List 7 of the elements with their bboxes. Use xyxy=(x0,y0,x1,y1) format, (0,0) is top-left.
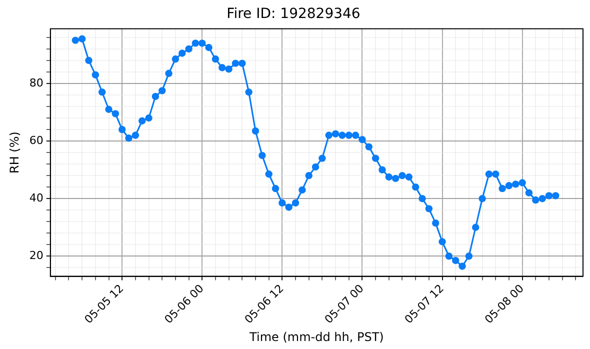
x-axis-title: Time (mm-dd hh, PST) xyxy=(248,330,384,344)
y-tick-label: 20 xyxy=(29,249,44,262)
y-tick-label: 60 xyxy=(29,134,44,147)
y-axis-title: RH (%) xyxy=(7,132,22,174)
chart-title: Fire ID: 192829346 xyxy=(226,6,360,22)
y-tick-label: 80 xyxy=(29,76,44,90)
y-tick-label: 40 xyxy=(29,191,44,204)
